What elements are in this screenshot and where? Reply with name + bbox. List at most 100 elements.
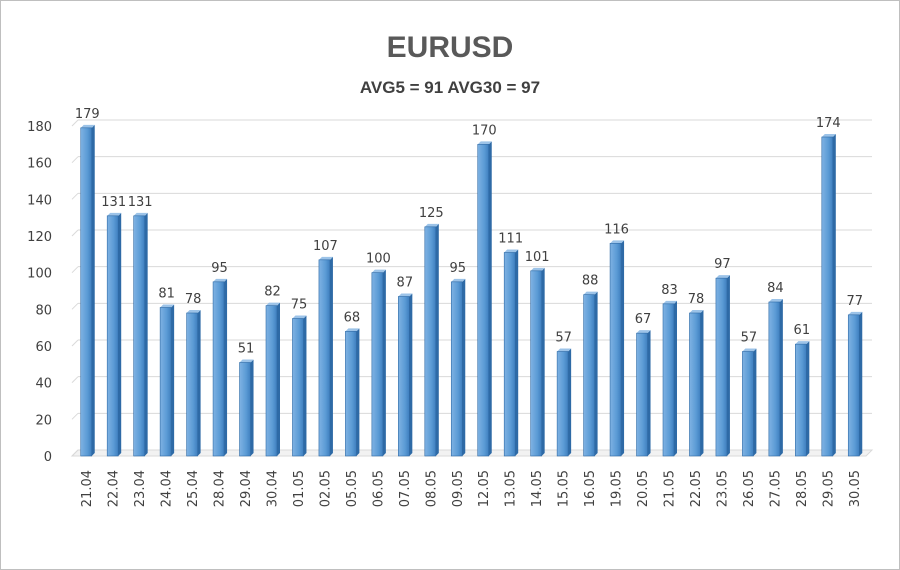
gridline-diag [71,156,79,164]
data-label: 101 [525,250,550,265]
bar-side [647,330,651,456]
bar-top [610,240,625,244]
gridline-diag [71,266,79,274]
bar [795,343,807,457]
bar [133,215,145,457]
bar-side [621,240,625,456]
x-tick-label: 28.04 [213,470,228,507]
y-tick-label: 20 [35,413,52,428]
bar-top [133,212,148,216]
y-tick-label: 180 [27,120,52,135]
bar [609,243,622,457]
bar-top [663,300,677,304]
data-label: 88 [582,274,599,289]
bar [689,312,701,457]
y-tick-label: 160 [27,157,52,172]
x-tick-label: 12.05 [477,470,492,507]
bar [503,252,516,457]
data-label: 84 [767,281,784,296]
bar-side [674,300,677,456]
data-label: 107 [313,239,338,254]
x-tick-label: 27.05 [768,470,783,507]
data-label: 116 [604,222,629,237]
data-label: 75 [291,298,308,313]
bar-side [277,302,280,456]
bar-top [213,278,228,282]
bar-side [594,291,598,456]
bar-top [715,275,730,279]
data-label: 131 [128,195,153,210]
x-tick-label: 16.05 [583,470,598,507]
bar-side [197,310,201,456]
bar [159,307,172,457]
data-label: 125 [419,206,444,221]
bar-side [409,293,413,456]
data-label: 57 [741,331,758,346]
bar-side [91,124,95,456]
y-tick-label: 100 [27,267,52,282]
bar [847,314,860,457]
bar-side [779,299,783,456]
data-label: 82 [264,285,281,300]
bar-top [318,256,333,260]
data-label: 61 [794,323,811,338]
bar-top [424,223,439,227]
bar [265,305,278,457]
gridline-diag [71,412,79,420]
bar-top [636,330,651,334]
data-label: 179 [75,107,100,122]
bar-top [557,348,572,352]
gridline-diag [71,119,79,127]
data-label: 78 [688,292,705,307]
bar-side [250,359,254,456]
bar-top [371,269,386,273]
x-tick-label: 05.05 [345,470,360,507]
x-tick-label: 22.05 [689,470,704,507]
bar-side [541,267,545,456]
x-tick-label: 09.05 [451,470,466,507]
y-tick-label: 60 [35,340,52,355]
data-label: 57 [555,331,572,346]
x-tick-label: 29.05 [821,470,836,507]
bar-side [515,249,519,456]
bar-top [848,311,863,315]
y-tick-label: 40 [35,377,52,392]
bar [371,272,384,457]
bar [715,277,728,457]
data-label: 87 [397,276,414,291]
x-tick-label: 29.04 [239,470,254,507]
bar-top [504,249,519,253]
bar-top [795,341,810,345]
gridline-diag [71,302,79,310]
bar-side [356,328,360,456]
y-tick-label: 0 [44,450,52,465]
bar-side [303,315,307,456]
data-label: 174 [816,116,841,131]
data-label: 81 [158,287,175,302]
bar [768,301,781,457]
data-label: 95 [449,261,466,276]
y-tick-label: 120 [27,230,52,245]
y-tick-label: 140 [27,193,52,208]
bar-side [753,348,757,456]
x-tick-label: 21.05 [663,470,678,507]
bar-top [689,310,704,313]
data-label: 68 [344,310,361,325]
data-label: 100 [366,252,391,267]
bar [636,332,648,457]
bar-top [292,315,307,319]
bar [583,294,595,457]
bar-side [435,223,439,456]
bar-top [821,134,836,137]
bar [212,281,225,457]
bar-top [451,278,466,282]
bar-side [832,134,836,456]
bar-side [726,275,730,456]
bar-side [224,278,228,456]
data-label: 77 [846,294,863,309]
x-tick-label: 24.04 [160,470,175,507]
bar-side [329,256,333,456]
gridline-diag [71,192,79,200]
